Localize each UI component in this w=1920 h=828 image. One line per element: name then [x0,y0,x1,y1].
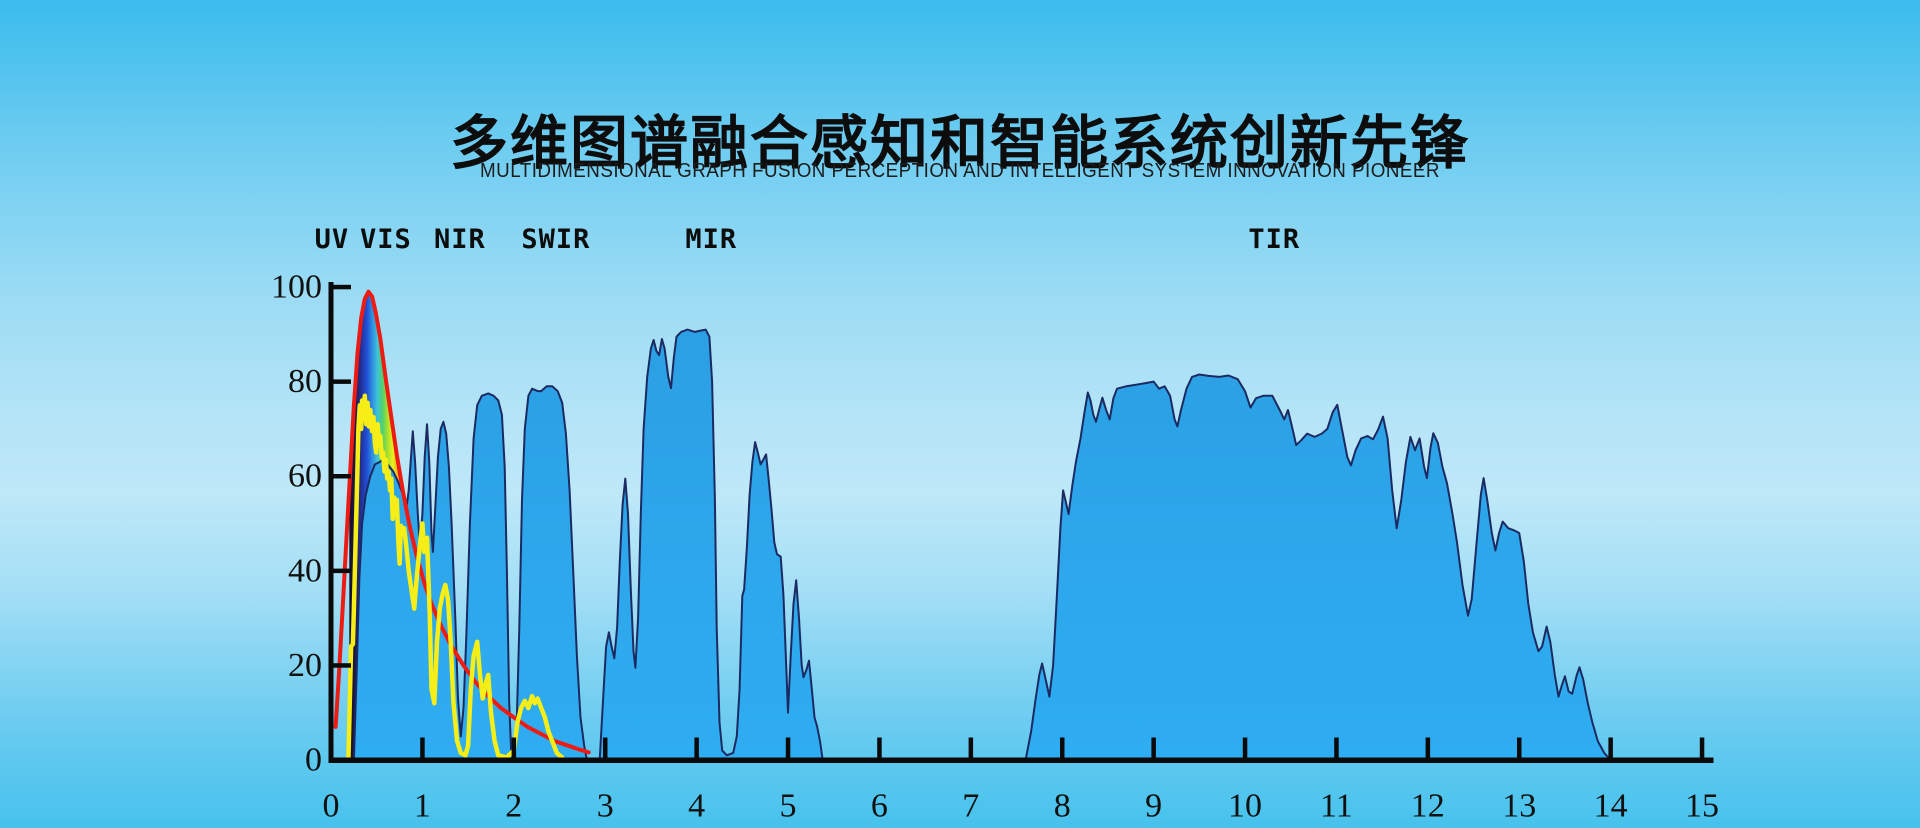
y-tick-label: 60 [288,458,322,495]
x-tick [1425,737,1431,759]
band-label-uv: UV [314,224,350,255]
x-tick [1060,737,1065,759]
axes [328,282,1714,763]
transmission-window [1024,373,1612,763]
x-axis-ticks [420,737,1705,759]
x-tick [694,737,699,759]
y-tick [331,284,351,290]
x-tick [785,737,791,759]
x-tick-label: 14 [1594,788,1628,825]
transmission-area [352,328,1612,763]
y-tick-label: 0 [305,742,322,779]
band-label-nir: NIR [433,224,486,255]
x-tick-label: 9 [1145,788,1162,825]
y-tick-label: 20 [288,647,322,684]
y-axis-ticks [331,284,351,668]
transmission-window [598,328,824,763]
y-tick [331,379,351,384]
x-tick-label: 0 [323,788,340,825]
x-tick-label: 6 [871,788,888,825]
page-title: 多维图谱融合感知和智能系统创新先锋 [449,111,1470,176]
y-tick-label: 80 [288,363,322,400]
y-tick-label: 40 [288,552,322,589]
x-tick [1151,737,1156,759]
solar-spectrum-line [346,393,565,763]
spectral-band-labels: UV VIS NIR SWIR MIR TIR [0,224,1920,255]
y-tick [331,474,351,479]
x-tick [877,737,882,759]
x-tick-label: 15 [1685,788,1719,825]
x-tick-label: 8 [1054,788,1071,825]
band-label-tir: TIR [1248,224,1301,255]
x-tick-label: 11 [1320,788,1353,825]
band-label-vis: VIS [359,224,412,255]
y-tick [331,568,351,574]
x-tick [1608,737,1613,759]
solar-spectrum-curve [346,393,565,763]
x-tick [420,737,425,759]
x-tick-label: 3 [597,788,614,825]
x-tick [511,737,517,759]
x-tick [1242,737,1248,759]
x-tick-label: 10 [1228,788,1262,825]
x-tick-label: 2 [505,788,522,825]
band-label-swir: SWIR [521,224,591,255]
x-tick [1517,737,1522,759]
x-tick-label: 1 [414,788,431,825]
x-tick-label: 7 [962,788,979,825]
x-axis-labels: 0 1 2 3 4 5 6 7 8 9 10 11 12 13 14 15 [323,788,1720,825]
x-tick [1334,737,1339,759]
y-tick-label: 100 [271,269,322,306]
page-subtitle: MULTIDIMENSIONAL GRAPH FUSION PERCEPTION… [480,160,1440,182]
x-tick-label: 4 [688,788,705,825]
blackbody-curve [333,289,591,755]
x-tick-label: 12 [1411,788,1445,825]
blackbody-curve-line [333,289,591,755]
x-tick [1699,737,1705,759]
x-axis [328,757,1714,763]
y-axis [328,282,334,763]
band-label-mir: MIR [685,224,738,255]
x-tick-label: 13 [1502,788,1536,825]
x-tick [603,737,608,759]
y-tick [331,663,351,668]
x-tick [968,737,974,759]
y-axis-labels: 0 20 40 60 80 100 [271,269,322,779]
x-tick-label: 5 [780,788,797,825]
